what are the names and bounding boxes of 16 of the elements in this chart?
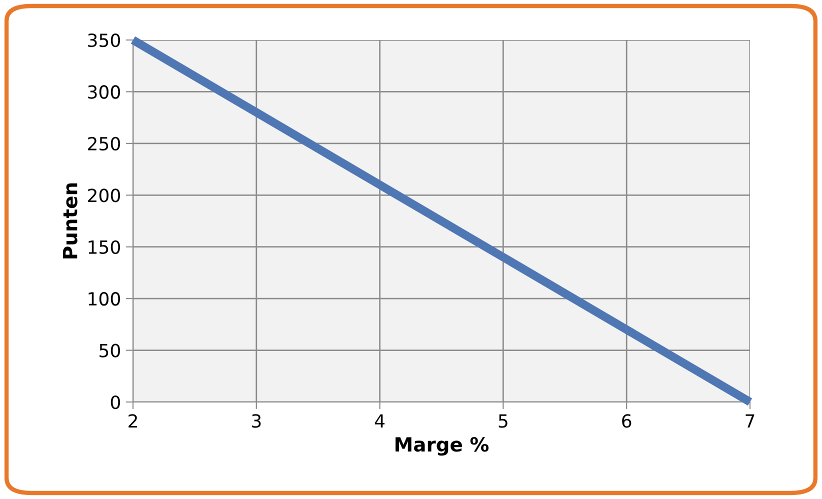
y-tick-label: 100 [88,292,120,306]
y-tick-label: 300 [88,85,120,99]
y-tick-label: 50 [100,344,120,358]
y-tick-label: 150 [88,240,120,254]
y-tick-label: 200 [88,188,120,202]
x-tick-label: 3 [252,414,261,428]
x-tick-label: 7 [746,414,754,428]
x-tick-label: 6 [622,414,632,428]
x-tick-label: 4 [374,414,385,428]
x-axis-title: Marge % [396,437,489,456]
x-tick-label: 5 [498,414,508,428]
y-tick-label: 350 [88,33,120,48]
y-tick-label: 250 [88,136,120,151]
x-tick-label: 2 [128,414,137,428]
y-tick-label: 0 [110,395,120,410]
y-axis-title: Punten [62,183,78,258]
